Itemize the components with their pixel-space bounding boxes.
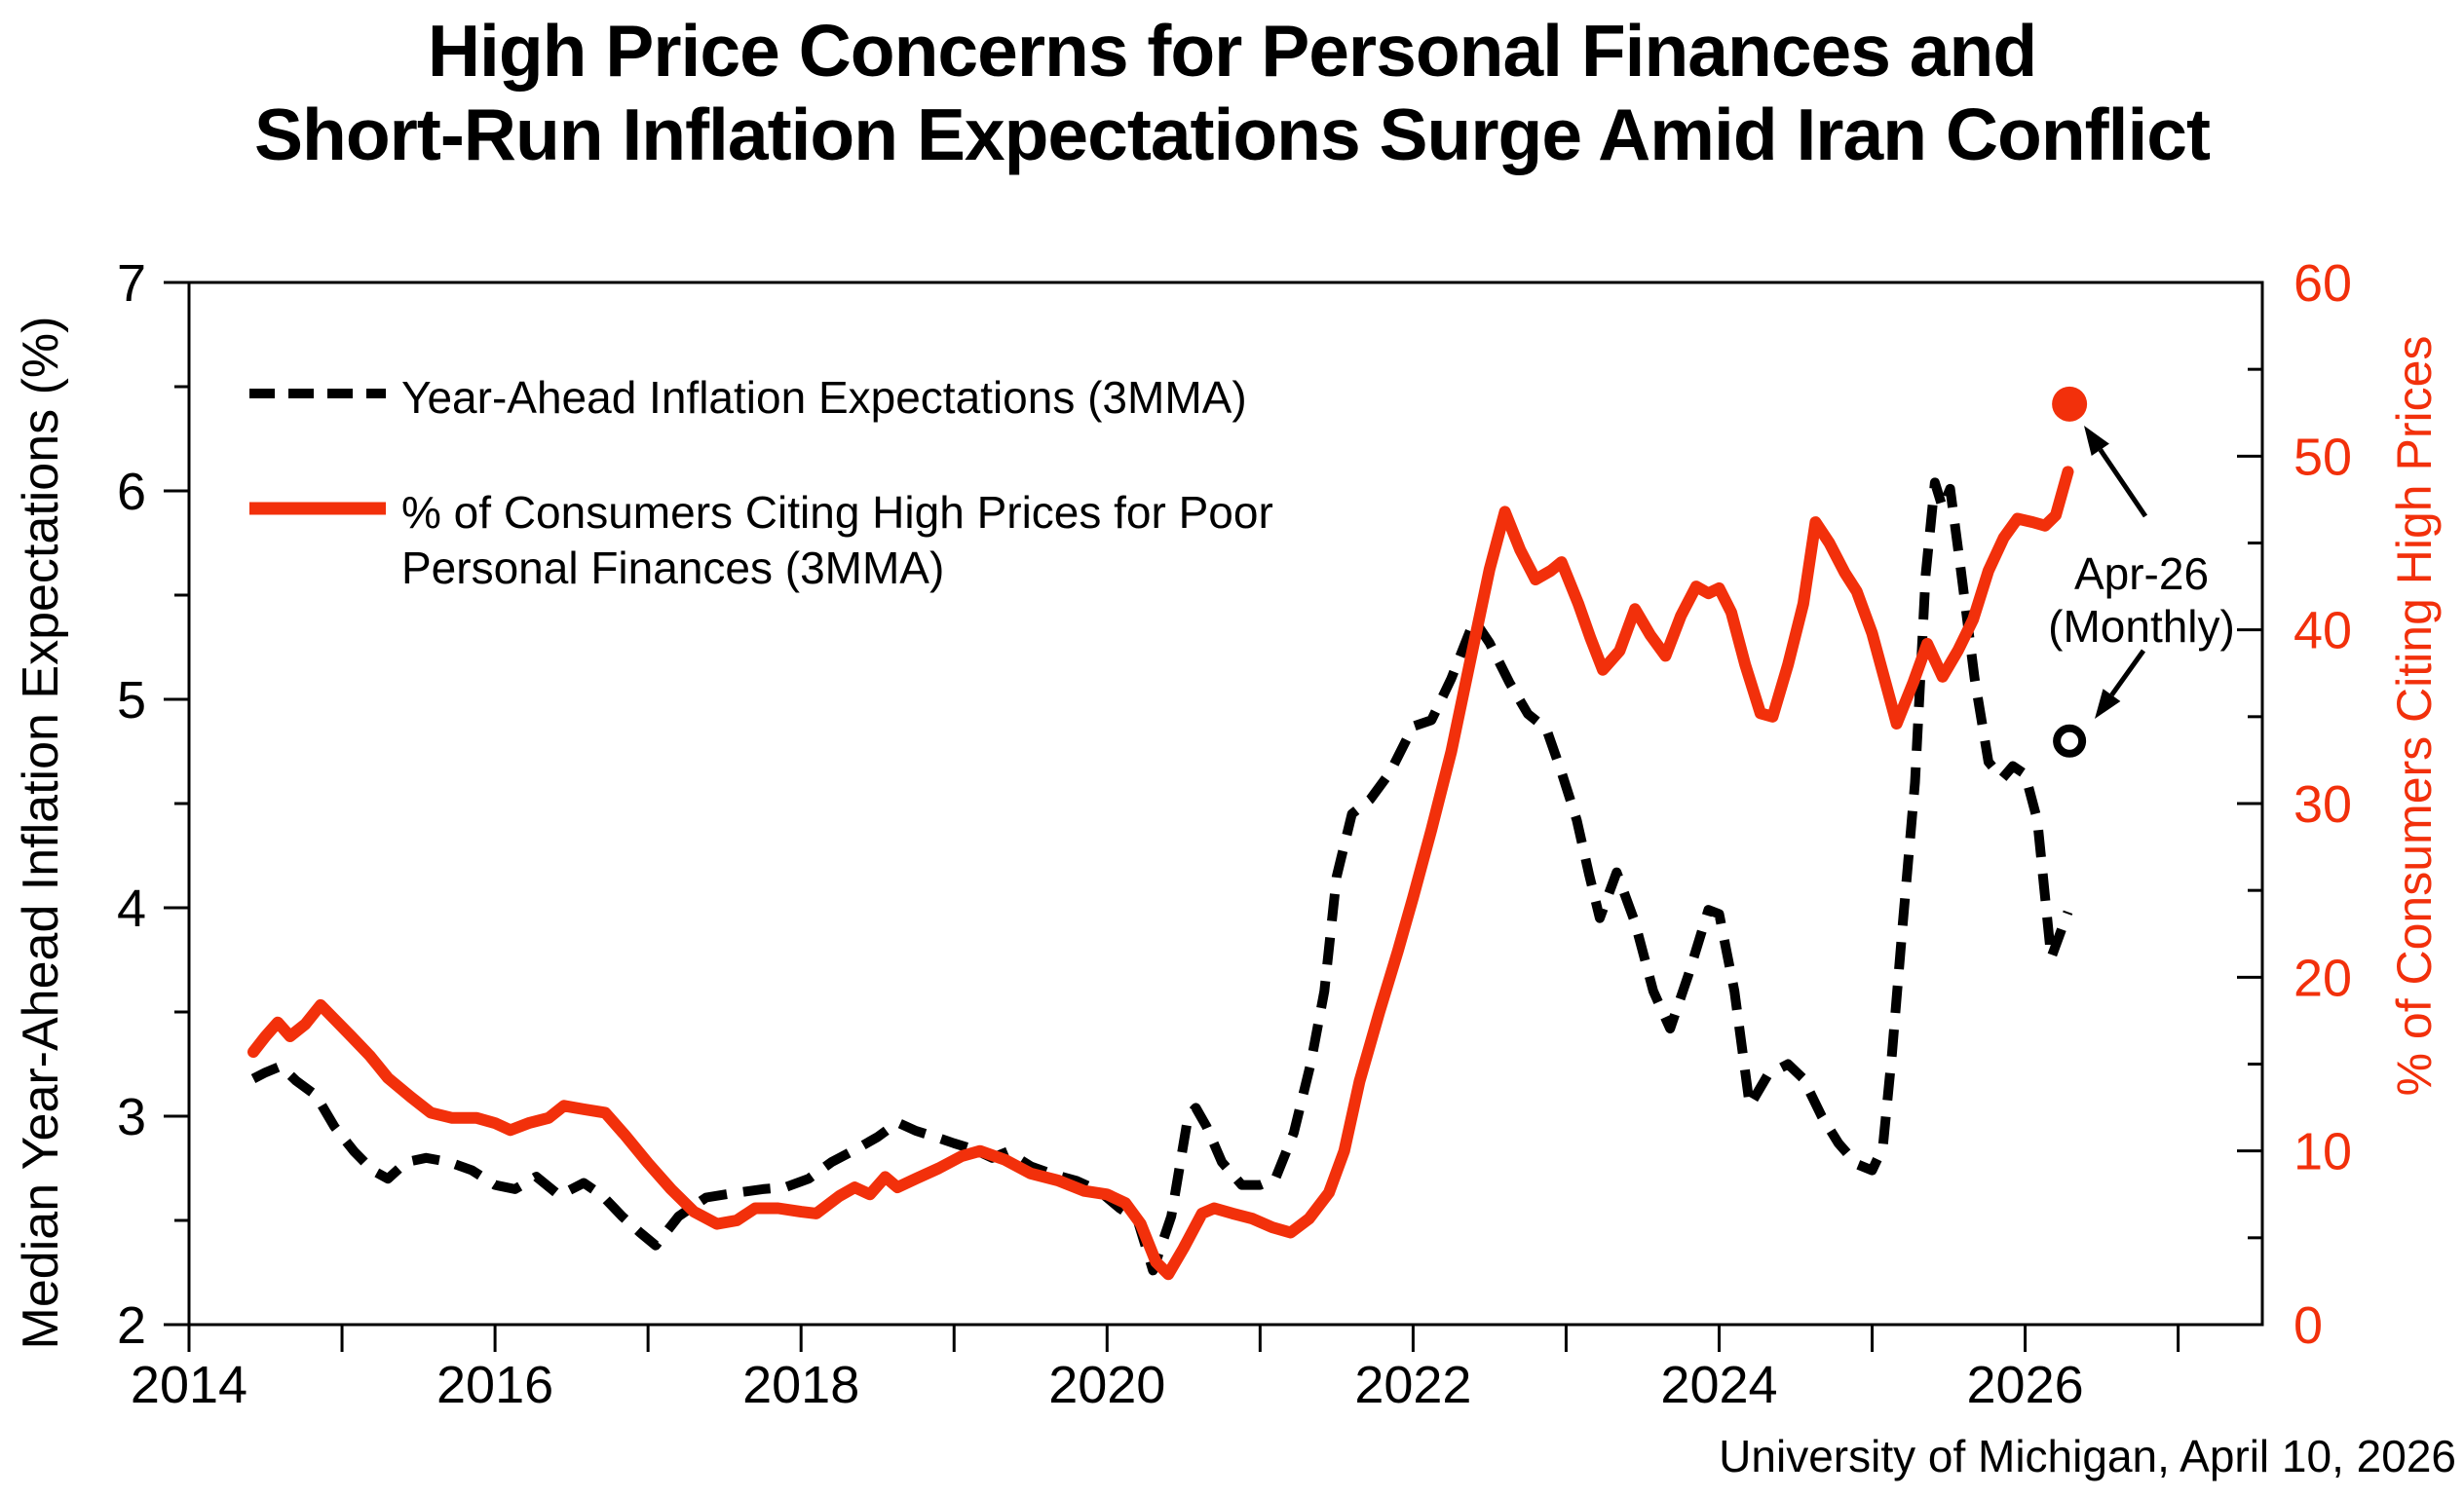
x-axis-tick-label: 2024 [1660, 1356, 1777, 1414]
left-axis-title: Median Year-Ahead Inflation Expectations… [13, 316, 69, 1350]
chart-title: High Price Concerns for Personal Finance… [0, 10, 2464, 176]
x-axis-tick-label: 2014 [131, 1356, 247, 1414]
right-axis-tick-label: 40 [2293, 602, 2352, 660]
dashed-line-swatch-icon [249, 389, 386, 398]
source-attribution: University of Michigan, April 10, 2026 [1719, 1431, 2456, 1481]
annotation-arrow [2109, 649, 2146, 697]
x-axis-tick-label: 2018 [742, 1356, 859, 1414]
annotation-arrow [2098, 448, 2148, 518]
series-high-prices [247, 466, 2074, 1281]
left-axis-tick-label: 5 [117, 671, 146, 730]
annotation-line2: (Monthly) [2048, 601, 2235, 653]
right-axis-tick-label: 50 [2293, 428, 2352, 486]
left-axis-tick-label: 2 [117, 1296, 146, 1355]
legend-item-inflation-expectations: Year-Ahead Inflation Expectations (3MMA) [249, 370, 1247, 426]
series-inflation-expectations [250, 477, 2073, 1276]
x-axis-tick-label: 2016 [436, 1356, 553, 1414]
chart-title-line1: High Price Concerns for Personal Finance… [427, 10, 2037, 92]
legend-item-label-line1: % of Consumers Citing High Prices for Po… [401, 487, 1273, 538]
legend-item-high-prices: % of Consumers Citing High Prices for Po… [249, 485, 1273, 596]
right-axis-tick-label: 20 [2293, 949, 2352, 1007]
right-axis-tick-label: 10 [2293, 1123, 2352, 1181]
annotation-apr-26-monthly: Apr-26 (Monthly) [1995, 547, 2288, 654]
right-axis-tick-label: 0 [2293, 1296, 2323, 1355]
left-axis-tick-label: 6 [117, 463, 146, 521]
legend-item-label-line2: Personal Finances (3MMA) [401, 543, 945, 594]
right-axis-title: % of Consumers Citing High Prices [2387, 335, 2442, 1097]
left-axis-tick-label: 4 [117, 880, 146, 938]
left-axis-tick-label: 7 [117, 254, 146, 313]
plot-frame [187, 281, 2264, 1327]
right-axis-tick-label: 60 [2293, 254, 2352, 313]
x-axis-tick-label: 2026 [1967, 1356, 2084, 1414]
annotation-arrowhead [2095, 689, 2121, 719]
chart-title-line2: Short-Run Inflation Expectations Surge A… [254, 93, 2211, 175]
solid-line-swatch-icon [249, 502, 386, 515]
legend-item-label: % of Consumers Citing High Prices for Po… [401, 485, 1273, 596]
x-axis-tick-label: 2020 [1048, 1356, 1165, 1414]
legend-item-label: Year-Ahead Inflation Expectations (3MMA) [401, 372, 1247, 423]
marker-apr-26-monthly-inflation-expectations [2053, 724, 2087, 758]
right-axis-tick-label: 30 [2293, 775, 2352, 834]
x-axis-tick-label: 2022 [1354, 1356, 1471, 1414]
left-axis-tick-label: 3 [117, 1088, 146, 1146]
annotation-arrowhead [2084, 426, 2109, 457]
marker-apr-26-monthly-high-prices [2052, 386, 2088, 422]
annotation-line1: Apr-26 [2073, 548, 2210, 599]
